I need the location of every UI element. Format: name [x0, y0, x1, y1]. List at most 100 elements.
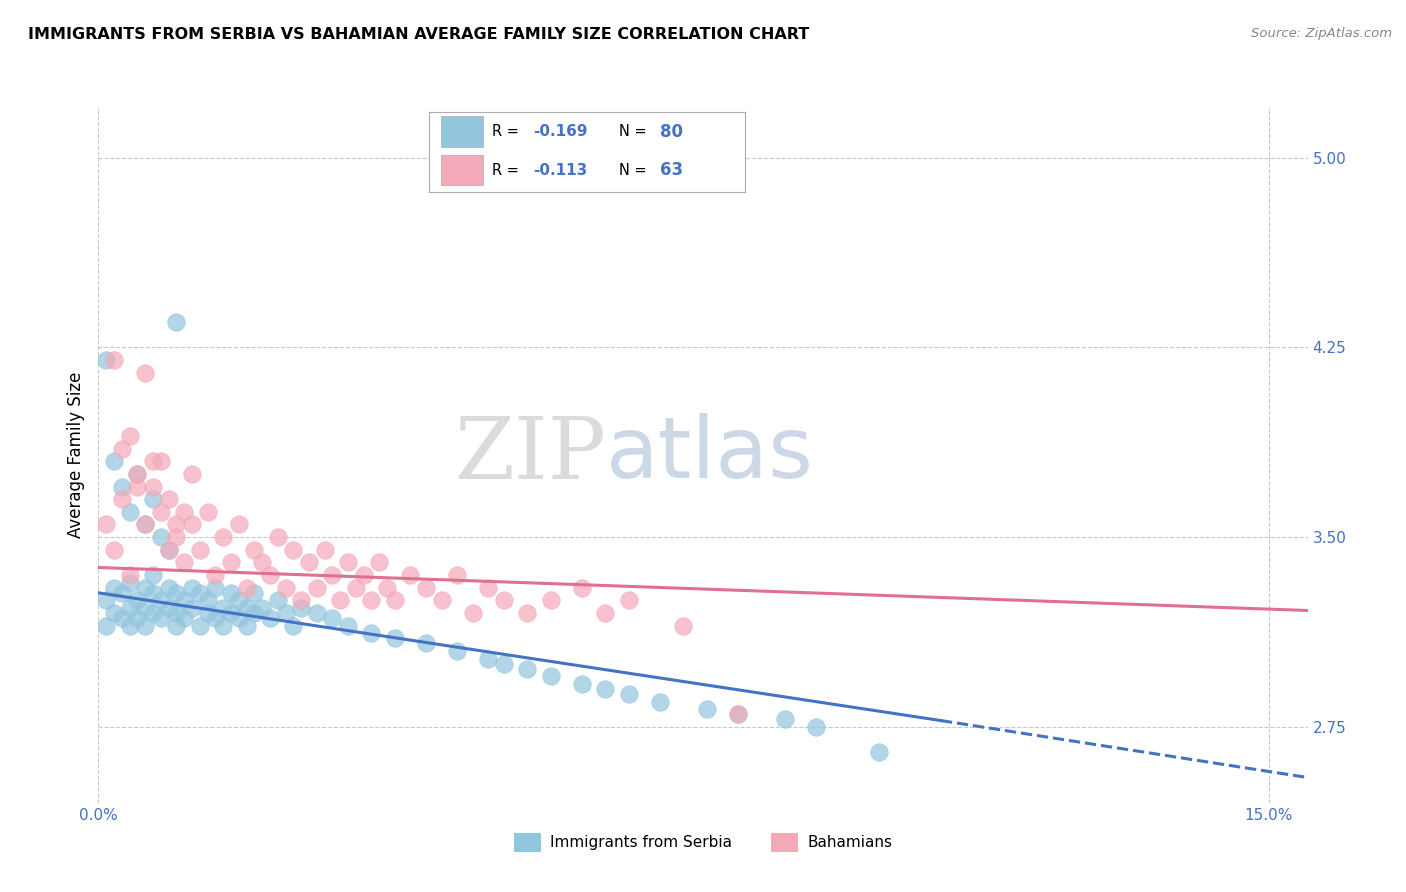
Point [165, 586, 187, 600]
Point [446, 644, 468, 658]
Point [134, 517, 156, 532]
Text: atlas: atlas [606, 413, 814, 497]
Point [118, 601, 141, 615]
Point [149, 611, 172, 625]
Point [360, 593, 382, 607]
Point [672, 618, 695, 632]
Point [259, 611, 281, 625]
Point [96, 593, 118, 607]
Text: -0.113: -0.113 [533, 162, 588, 178]
Point [204, 611, 226, 625]
Point [353, 568, 375, 582]
Point [204, 568, 226, 582]
Point [360, 626, 382, 640]
Point [197, 593, 219, 607]
Point [96, 517, 118, 532]
Point [329, 593, 352, 607]
Point [134, 517, 156, 532]
Point [134, 366, 156, 380]
Point [103, 581, 125, 595]
Point [314, 542, 336, 557]
Point [571, 677, 593, 691]
Point [516, 606, 538, 620]
Point [165, 606, 187, 620]
Point [290, 593, 312, 607]
Point [494, 593, 516, 607]
Point [430, 593, 453, 607]
Point [228, 593, 250, 607]
Point [219, 606, 242, 620]
Point [617, 593, 640, 607]
Point [540, 669, 562, 683]
FancyBboxPatch shape [441, 155, 482, 186]
Point [173, 505, 195, 519]
Point [477, 651, 499, 665]
Text: 63: 63 [659, 161, 683, 179]
Point [399, 568, 422, 582]
Point [868, 745, 890, 759]
Point [235, 618, 257, 632]
Point [149, 593, 172, 607]
Point [142, 568, 165, 582]
Point [118, 575, 141, 590]
Point [111, 492, 134, 507]
Point [197, 505, 219, 519]
Point [157, 542, 180, 557]
Text: R =: R = [492, 124, 523, 139]
Point [267, 593, 290, 607]
Point [197, 606, 219, 620]
Point [142, 586, 165, 600]
Point [344, 581, 367, 595]
Point [157, 542, 180, 557]
Point [337, 618, 360, 632]
Point [252, 556, 274, 570]
Point [157, 581, 180, 595]
Point [118, 568, 141, 582]
Point [204, 581, 226, 595]
Point [157, 601, 180, 615]
Point [142, 492, 165, 507]
Text: IMMIGRANTS FROM SERBIA VS BAHAMIAN AVERAGE FAMILY SIZE CORRELATION CHART: IMMIGRANTS FROM SERBIA VS BAHAMIAN AVERA… [28, 27, 810, 42]
Point [165, 315, 187, 329]
Point [127, 479, 149, 493]
Point [181, 581, 204, 595]
Point [142, 606, 165, 620]
Point [111, 442, 134, 456]
Point [375, 581, 398, 595]
Point [219, 556, 242, 570]
Point [617, 687, 640, 701]
Point [165, 517, 187, 532]
Point [368, 556, 391, 570]
Point [283, 618, 305, 632]
Point [415, 581, 437, 595]
Text: 80: 80 [659, 122, 683, 141]
Point [118, 429, 141, 443]
Point [243, 542, 266, 557]
Point [305, 581, 328, 595]
Point [461, 606, 484, 620]
Point [290, 601, 312, 615]
Point [188, 618, 211, 632]
Text: N =: N = [619, 162, 651, 178]
Point [173, 556, 195, 570]
Y-axis label: Average Family Size: Average Family Size [66, 372, 84, 538]
Point [127, 593, 149, 607]
Point [149, 505, 172, 519]
Point [219, 586, 242, 600]
Point [111, 479, 134, 493]
Point [648, 695, 671, 709]
Point [188, 542, 211, 557]
Point [149, 530, 172, 544]
Point [181, 517, 204, 532]
Point [305, 606, 328, 620]
Point [118, 618, 141, 632]
Point [157, 492, 180, 507]
Point [243, 586, 266, 600]
Text: ZIP: ZIP [454, 413, 606, 497]
Point [111, 586, 134, 600]
Point [477, 581, 499, 595]
Point [142, 479, 165, 493]
Point [415, 636, 437, 650]
Point [267, 530, 290, 544]
Point [446, 568, 468, 582]
